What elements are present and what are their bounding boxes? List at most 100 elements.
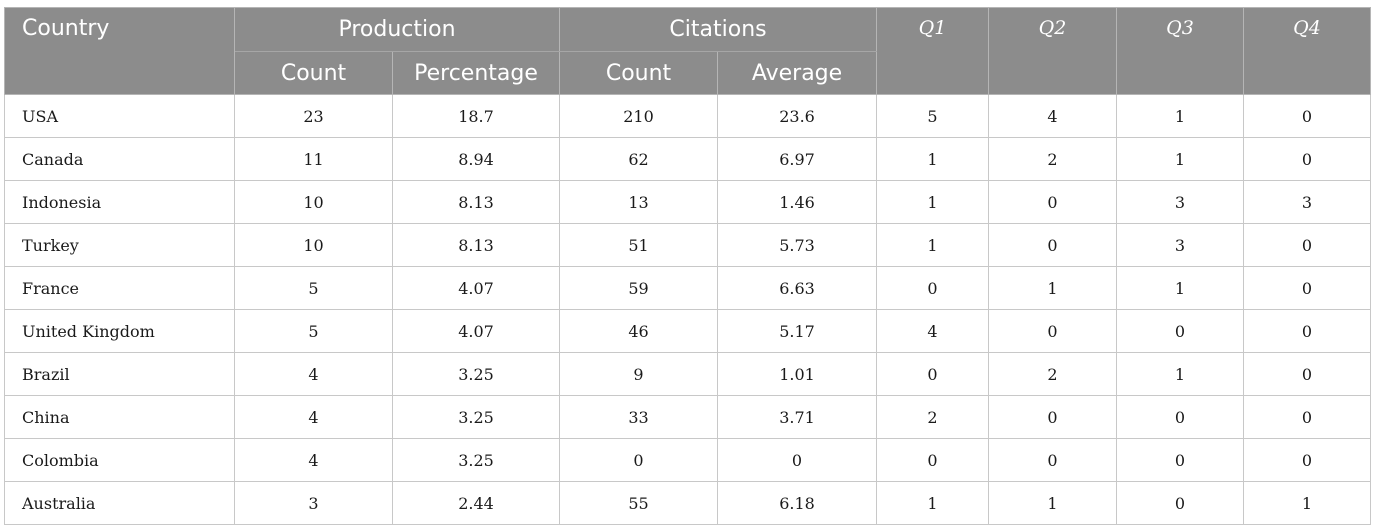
cell-production-percentage: 18.7: [391, 94, 561, 138]
table-body: USA 23 18.7 210 23.6 5 4 1 0 Canada 11 8…: [4, 94, 1372, 525]
cell-citations-count: 210: [559, 94, 719, 138]
cell-production-percentage: 4.07: [391, 266, 561, 310]
cell-q2: 4: [988, 94, 1118, 138]
header-citations: Citations: [559, 7, 878, 52]
cell-q1: 2: [876, 395, 990, 439]
cell-country: USA: [4, 94, 235, 138]
cell-production-count: 10: [234, 180, 393, 224]
cell-citations-average: 23.6: [717, 94, 878, 138]
cell-q1: 5: [876, 94, 990, 138]
table-row: Turkey 10 8.13 51 5.73 1 0 3 0: [4, 223, 1372, 267]
cell-citations-average: 6.97: [717, 137, 878, 181]
header-citations-count: Count: [559, 51, 719, 95]
cell-production-percentage: 8.13: [391, 180, 561, 224]
cell-q1: 1: [876, 223, 990, 267]
cell-q3: 1: [1116, 94, 1245, 138]
cell-q1: 1: [876, 180, 990, 224]
table-row: United Kingdom 5 4.07 46 5.17 4 0 0 0: [4, 309, 1372, 353]
cell-q4: 0: [1243, 352, 1372, 396]
header-production: Production: [233, 7, 561, 52]
table-row: Indonesia 10 8.13 13 1.46 1 0 3 3: [4, 180, 1372, 224]
cell-country: Canada: [4, 137, 235, 181]
cell-citations-average: 6.63: [717, 266, 878, 310]
cell-q1: 1: [876, 137, 990, 181]
header-citations-average: Average: [717, 51, 878, 95]
cell-q4: 1: [1243, 481, 1372, 525]
cell-q2: 1: [988, 481, 1118, 525]
cell-citations-count: 9: [559, 352, 719, 396]
cell-citations-average: 5.73: [717, 223, 878, 267]
cell-q2: 0: [988, 223, 1118, 267]
cell-q1: 4: [876, 309, 990, 353]
cell-country: Turkey: [4, 223, 235, 267]
cell-q4: 0: [1243, 438, 1372, 482]
cell-q4: 0: [1243, 94, 1372, 138]
cell-q1: 0: [876, 266, 990, 310]
cell-q4: 0: [1243, 137, 1372, 181]
cell-production-percentage: 8.94: [391, 137, 561, 181]
table-row: USA 23 18.7 210 23.6 5 4 1 0: [4, 94, 1372, 138]
cell-citations-count: 0: [559, 438, 719, 482]
cell-country: France: [4, 266, 235, 310]
cell-q4: 3: [1243, 180, 1372, 224]
header-production-count: Count: [234, 51, 393, 95]
cell-citations-average: 1.46: [717, 180, 878, 224]
cell-citations-count: 46: [559, 309, 719, 353]
header-q3: Q3: [1116, 7, 1245, 95]
cell-q4: 0: [1243, 309, 1372, 353]
header-q2: Q2: [988, 7, 1118, 95]
cell-production-count: 3: [234, 481, 393, 525]
cell-citations-average: 1.01: [717, 352, 878, 396]
table-row: France 5 4.07 59 6.63 0 1 1 0: [4, 266, 1372, 310]
cell-q2: 1: [988, 266, 1118, 310]
cell-country: Australia: [4, 481, 235, 525]
cell-q3: 0: [1116, 395, 1245, 439]
cell-production-percentage: 3.25: [391, 438, 561, 482]
table-row: Australia 3 2.44 55 6.18 1 1 0 1: [4, 481, 1372, 525]
cell-q3: 0: [1116, 438, 1245, 482]
cell-production-count: 4: [234, 438, 393, 482]
table-header: Country Production Citations Q1 Q2 Q3 Q4…: [4, 7, 1372, 95]
header-row-sub: Count Percentage Count Average: [5, 51, 1371, 95]
cell-citations-average: 5.17: [717, 309, 878, 353]
header-q1: Q1: [876, 7, 990, 95]
cell-production-count: 23: [234, 94, 393, 138]
cell-citations-count: 33: [559, 395, 719, 439]
table-row: Colombia 4 3.25 0 0 0 0 0 0: [4, 438, 1372, 482]
country-production-table: Country Production Citations Q1 Q2 Q3 Q4…: [4, 7, 1372, 525]
cell-q2: 0: [988, 438, 1118, 482]
cell-country: Brazil: [4, 352, 235, 396]
cell-country: Indonesia: [4, 180, 235, 224]
cell-production-count: 5: [234, 266, 393, 310]
table-row: Brazil 4 3.25 9 1.01 0 2 1 0: [4, 352, 1372, 396]
header-row-top: Country Production Citations Q1 Q2 Q3 Q4: [4, 7, 1372, 95]
cell-q3: 0: [1116, 309, 1245, 353]
cell-q3: 1: [1116, 266, 1245, 310]
cell-q2: 0: [988, 180, 1118, 224]
cell-production-count: 5: [234, 309, 393, 353]
cell-q2: 0: [988, 309, 1118, 353]
cell-citations-average: 0: [717, 438, 878, 482]
cell-citations-average: 6.18: [717, 481, 878, 525]
cell-citations-average: 3.71: [717, 395, 878, 439]
cell-production-count: 11: [234, 137, 393, 181]
cell-country: Colombia: [4, 438, 235, 482]
cell-q3: 1: [1116, 352, 1245, 396]
cell-q2: 2: [988, 352, 1118, 396]
cell-q1: 1: [876, 481, 990, 525]
cell-q1: 0: [876, 438, 990, 482]
header-q4: Q4: [1243, 7, 1372, 95]
cell-production-count: 4: [234, 352, 393, 396]
cell-citations-count: 51: [559, 223, 719, 267]
table-row: China 4 3.25 33 3.71 2 0 0 0: [4, 395, 1372, 439]
cell-q2: 0: [988, 395, 1118, 439]
cell-production-percentage: 4.07: [391, 309, 561, 353]
cell-citations-count: 62: [559, 137, 719, 181]
cell-production-count: 10: [234, 223, 393, 267]
cell-q3: 0: [1116, 481, 1245, 525]
cell-q3: 3: [1116, 223, 1245, 267]
cell-q3: 1: [1116, 137, 1245, 181]
cell-production-percentage: 8.13: [391, 223, 561, 267]
cell-country: United Kingdom: [4, 309, 235, 353]
cell-production-percentage: 3.25: [391, 352, 561, 396]
